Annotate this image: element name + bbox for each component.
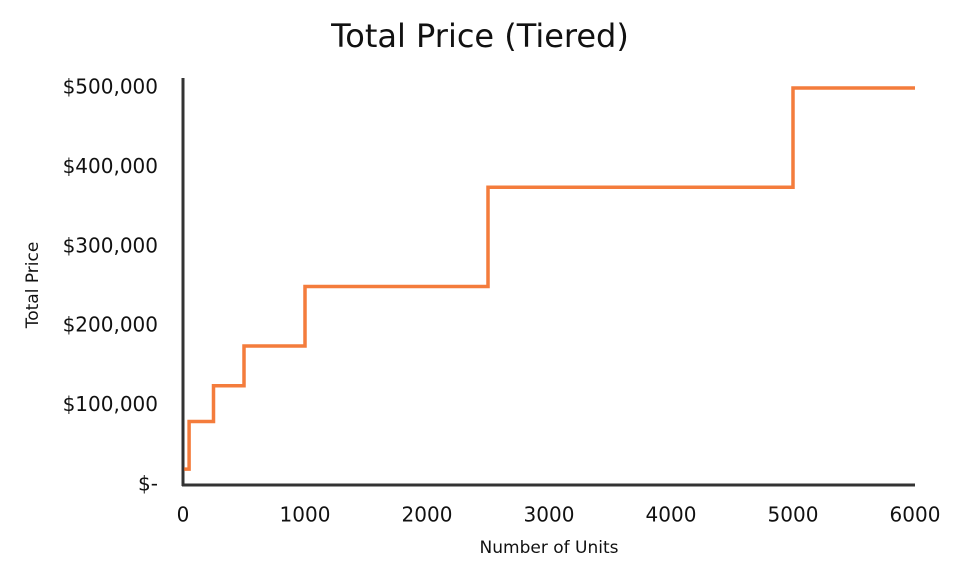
chart-title: Total Price (Tiered) <box>330 17 629 55</box>
x-tick-label: 2000 <box>402 503 453 527</box>
y-tick-label: $300,000 <box>63 233 158 257</box>
y-tick-label: $100,000 <box>63 392 158 416</box>
y-tick-label: $- <box>138 472 158 496</box>
line-series <box>184 86 915 471</box>
x-tick-label: 4000 <box>646 503 697 527</box>
y-tick-label: $500,000 <box>63 75 158 99</box>
y-tick-label: $200,000 <box>63 313 158 337</box>
y-axis-label: Total Price <box>23 242 43 330</box>
x-tick-label: 1000 <box>280 503 331 527</box>
x-tick-label: 3000 <box>524 503 575 527</box>
x-tick-label: 5000 <box>768 503 819 527</box>
x-axis-label: Number of Units <box>480 538 619 558</box>
y-tick-label: $400,000 <box>63 154 158 178</box>
x-tick-label: 6000 <box>890 503 941 527</box>
x-tick-label: 0 <box>177 503 190 527</box>
